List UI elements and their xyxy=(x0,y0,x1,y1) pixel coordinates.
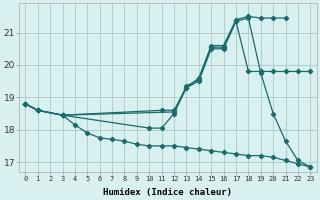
X-axis label: Humidex (Indice chaleur): Humidex (Indice chaleur) xyxy=(103,188,232,197)
